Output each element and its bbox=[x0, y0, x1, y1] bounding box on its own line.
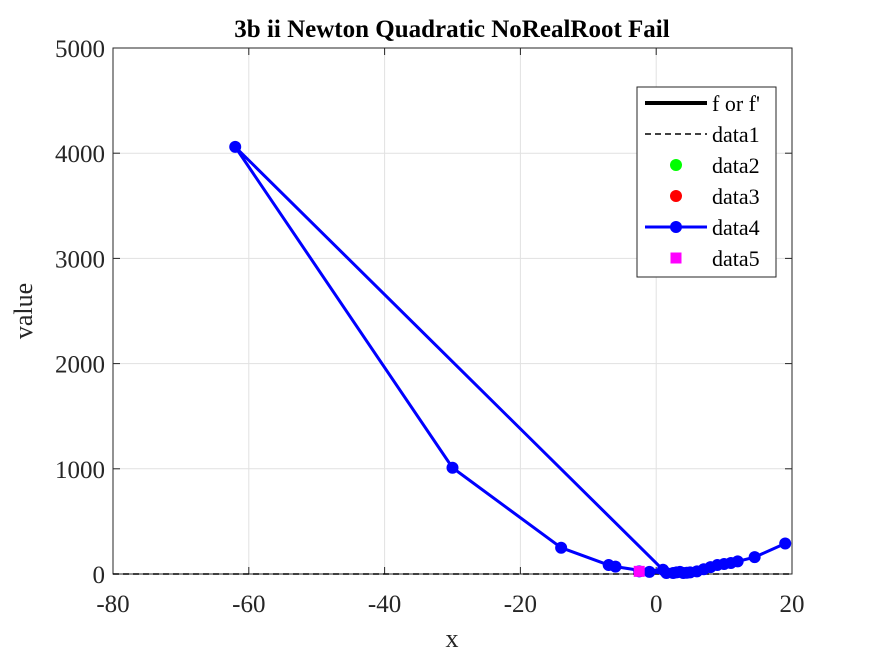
legend-box bbox=[636, 86, 777, 278]
x-tick-label: 0 bbox=[650, 591, 663, 618]
x-tick-label: -40 bbox=[368, 591, 401, 618]
legend-swatch-circle bbox=[670, 159, 682, 171]
legend-swatch-circle bbox=[670, 221, 682, 233]
y-tick-label: 0 bbox=[93, 562, 106, 589]
x-tick-label: 20 bbox=[780, 591, 805, 618]
legend-label: data3 bbox=[712, 184, 760, 209]
x-axis-label: x bbox=[446, 624, 459, 653]
y-tick-label: 3000 bbox=[55, 246, 105, 273]
series-data4-point bbox=[731, 555, 744, 568]
series-data4-point bbox=[229, 140, 242, 153]
x-tick-label: -20 bbox=[504, 591, 537, 618]
series-data4-point bbox=[609, 560, 622, 573]
x-tick-label: -60 bbox=[232, 591, 265, 618]
legend-label: data4 bbox=[712, 215, 760, 240]
series-data4-point bbox=[555, 541, 568, 554]
x-tick-label: -80 bbox=[96, 591, 129, 618]
series-data5-point bbox=[633, 565, 645, 577]
legend-swatch-circle bbox=[670, 190, 682, 202]
chart-title: 3b ii Newton Quadratic NoRealRoot Fail bbox=[234, 16, 669, 43]
legend-label: f or f' bbox=[712, 91, 760, 116]
y-tick-label: 4000 bbox=[55, 141, 105, 168]
legend-label: data2 bbox=[712, 153, 760, 178]
x-ticks: -80 -60 -40 -20 0 20 bbox=[96, 48, 805, 618]
series-data4-point bbox=[748, 551, 761, 564]
series-data4-point bbox=[446, 461, 459, 474]
legend-label: data1 bbox=[712, 122, 760, 147]
y-tick-label: 2000 bbox=[55, 352, 105, 379]
legend-label: data5 bbox=[712, 246, 760, 271]
series-data4-point bbox=[779, 537, 792, 550]
plot-area bbox=[113, 140, 792, 579]
axes-box bbox=[112, 47, 793, 575]
y-ticks: 0 1000 2000 3000 4000 5000 bbox=[55, 36, 792, 589]
y-tick-label: 5000 bbox=[55, 36, 105, 63]
legend-swatch-square bbox=[670, 252, 682, 264]
legend[interactable]: f or f' data1 data2 data3 data4 data5 bbox=[636, 86, 777, 278]
series-data4-point bbox=[643, 565, 656, 578]
y-tick-label: 1000 bbox=[55, 457, 105, 484]
y-axis-label: value bbox=[9, 283, 38, 339]
